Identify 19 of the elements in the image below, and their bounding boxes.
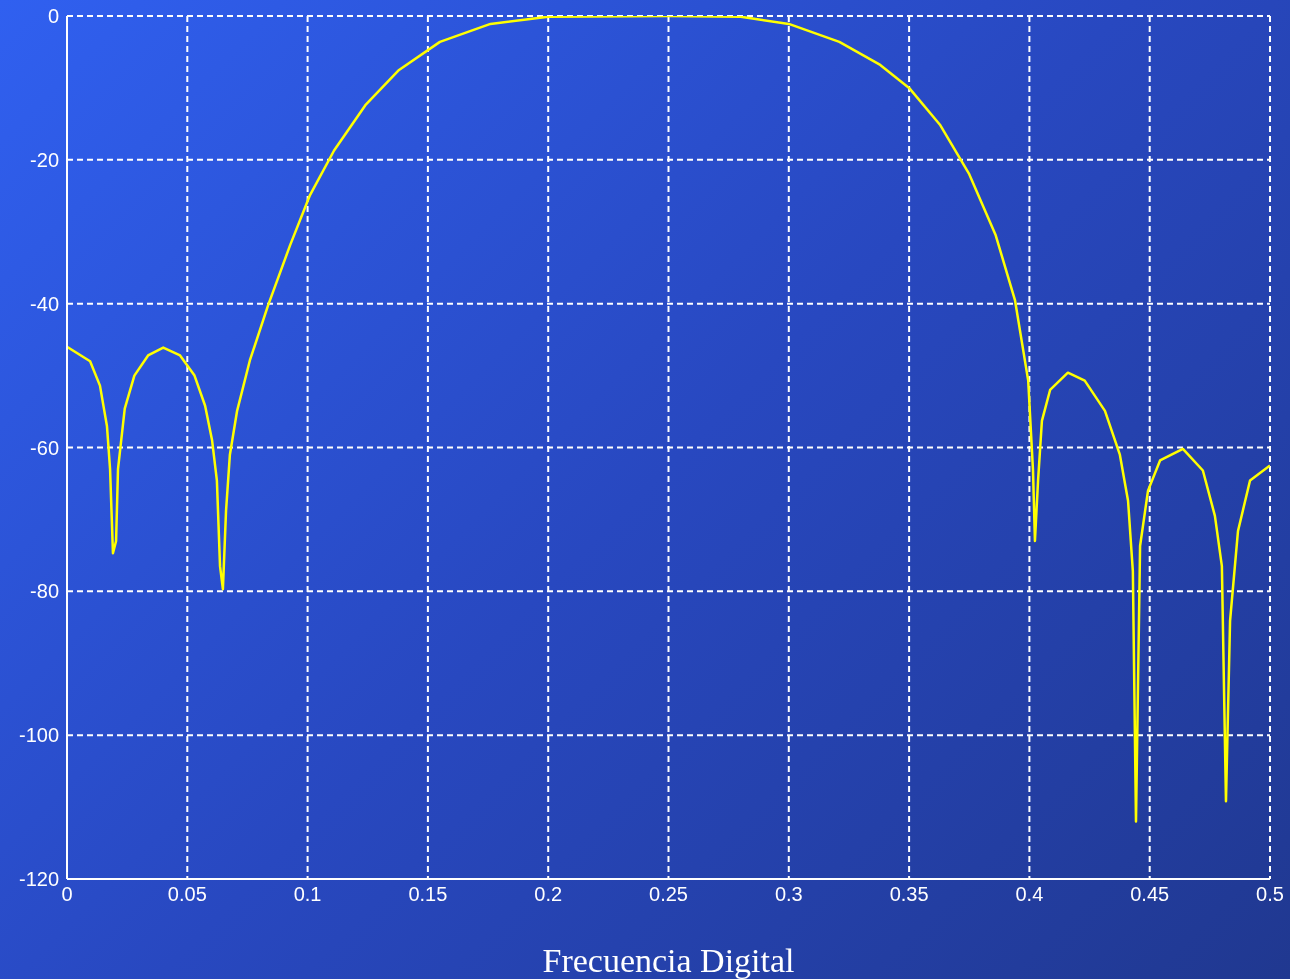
x-axis-title: Frecuencia Digital bbox=[542, 942, 795, 979]
x-tick-label: 0.45 bbox=[1130, 883, 1170, 906]
y-tick-label: -40 bbox=[30, 292, 59, 315]
x-tick-label: 0.1 bbox=[293, 883, 322, 906]
x-tick-label: 0.2 bbox=[534, 883, 563, 906]
x-tick-label: 0.4 bbox=[1015, 883, 1044, 906]
x-tick-label: 0.25 bbox=[649, 883, 688, 906]
y-tick-label: -60 bbox=[30, 436, 59, 459]
y-tick-label: -120 bbox=[18, 868, 59, 891]
x-tick-label: 0.35 bbox=[889, 883, 929, 906]
x-tick-label: 0.05 bbox=[167, 883, 207, 906]
x-tick-label: 0.15 bbox=[408, 883, 448, 906]
y-tick-label: -20 bbox=[30, 148, 59, 171]
x-tick-label: 0.5 bbox=[1256, 883, 1284, 906]
y-tick-label: -100 bbox=[18, 724, 59, 747]
x-tick-label: 0 bbox=[61, 883, 73, 906]
y-tick-label: 0 bbox=[47, 5, 59, 28]
x-tick-label: 0.3 bbox=[774, 883, 803, 906]
y-tick-label: -80 bbox=[30, 580, 59, 603]
